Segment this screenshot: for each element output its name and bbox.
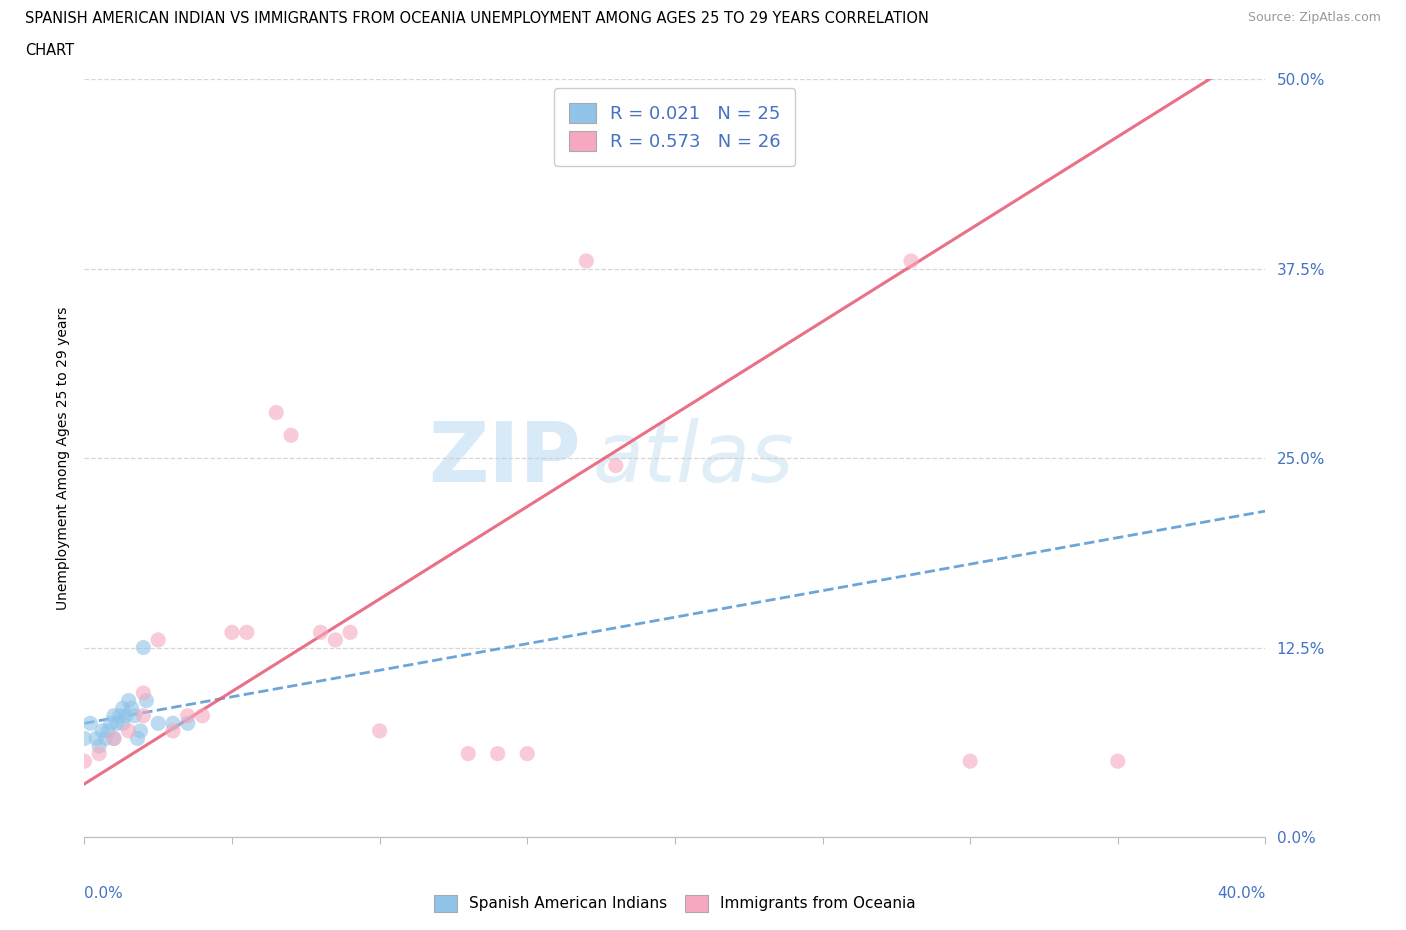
Point [605, 458, 627, 473]
Point [129, 724, 152, 738]
Legend: R = 0.021   N = 25, R = 0.573   N = 26: R = 0.021 N = 25, R = 0.573 N = 26 [554, 88, 796, 166]
Point [121, 700, 143, 715]
Point [135, 693, 157, 708]
Point [84, 731, 107, 746]
Legend: Spanish American Indians, Immigrants from Oceania: Spanish American Indians, Immigrants fro… [427, 889, 922, 918]
Point [127, 731, 149, 746]
Point [79, 716, 101, 731]
Point [103, 731, 125, 746]
Point [73, 731, 96, 746]
Point [87, 738, 111, 753]
Text: 0.0%: 0.0% [84, 885, 124, 900]
Text: 40.0%: 40.0% [1218, 885, 1265, 900]
Point [111, 700, 134, 715]
Point [162, 724, 184, 738]
Point [221, 625, 243, 640]
Point [148, 716, 170, 731]
Point [235, 625, 259, 640]
Point [177, 709, 200, 724]
Point [94, 731, 117, 746]
Point [111, 716, 134, 731]
Point [575, 254, 598, 269]
Text: atlas: atlas [592, 418, 794, 498]
Point [100, 716, 122, 731]
Point [368, 724, 391, 738]
Point [118, 724, 141, 738]
Point [132, 640, 155, 655]
Text: ZIP: ZIP [427, 418, 581, 498]
Point [103, 731, 125, 746]
Point [280, 428, 302, 443]
Point [339, 625, 361, 640]
Point [87, 746, 111, 761]
Point [132, 709, 155, 724]
Point [91, 724, 114, 738]
Point [114, 709, 136, 724]
Y-axis label: Unemployment Among Ages 25 to 29 years: Unemployment Among Ages 25 to 29 years [56, 306, 70, 610]
Point [73, 753, 96, 768]
Point [1107, 753, 1129, 768]
Point [108, 709, 131, 724]
Point [191, 709, 214, 724]
Text: Source: ZipAtlas.com: Source: ZipAtlas.com [1247, 11, 1381, 24]
Point [457, 746, 479, 761]
Point [103, 709, 125, 724]
Point [959, 753, 981, 768]
Text: SPANISH AMERICAN INDIAN VS IMMIGRANTS FROM OCEANIA UNEMPLOYMENT AMONG AGES 25 TO: SPANISH AMERICAN INDIAN VS IMMIGRANTS FR… [25, 11, 929, 26]
Point [264, 405, 288, 420]
Point [162, 716, 184, 731]
Point [177, 716, 200, 731]
Point [132, 685, 155, 700]
Point [323, 632, 347, 647]
Point [900, 254, 922, 269]
Text: CHART: CHART [25, 43, 75, 58]
Point [97, 724, 120, 738]
Point [105, 716, 128, 731]
Point [124, 709, 146, 724]
Point [486, 746, 509, 761]
Point [148, 632, 170, 647]
Point [516, 746, 538, 761]
Point [309, 625, 332, 640]
Point [118, 693, 141, 708]
